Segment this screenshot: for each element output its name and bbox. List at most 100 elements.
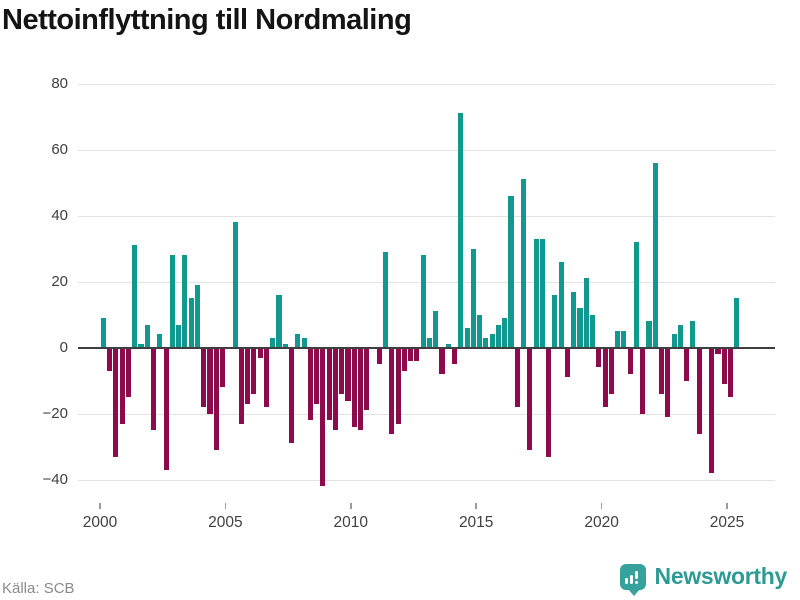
bar-2003-q2 bbox=[182, 255, 188, 348]
bar-2001-q2 bbox=[132, 245, 138, 348]
bar-2012-q3 bbox=[414, 347, 420, 361]
bar-2002-q3 bbox=[163, 347, 169, 470]
bar-2005-q2 bbox=[232, 222, 238, 348]
bar-2001-q3 bbox=[138, 344, 144, 348]
bar-2014-q3 bbox=[464, 327, 470, 348]
bar-2010-q1 bbox=[351, 347, 357, 427]
bar-2002-q2 bbox=[157, 334, 163, 348]
x-axis-tick-label: 2005 bbox=[208, 514, 243, 531]
bar-2016-q1 bbox=[502, 317, 508, 348]
bar-2019-q4 bbox=[596, 347, 602, 368]
x-axis-tick-label: 2020 bbox=[584, 514, 619, 531]
bar-2017-q2 bbox=[533, 238, 539, 348]
bar-2005-q4 bbox=[245, 347, 251, 404]
bar-2020-q2 bbox=[608, 347, 614, 394]
gridline-y-40 bbox=[78, 479, 775, 481]
bar-2021-q1 bbox=[627, 347, 633, 375]
bar-2024-q2 bbox=[709, 347, 715, 474]
bar-2018-q1 bbox=[552, 294, 558, 348]
bar-2007-q4 bbox=[295, 334, 301, 348]
bar-2014-q1 bbox=[452, 347, 458, 365]
bar-2006-q3 bbox=[263, 347, 269, 408]
bar-2012-q1 bbox=[401, 347, 407, 371]
bar-2000-q1 bbox=[100, 317, 106, 348]
bar-2013-q3 bbox=[439, 347, 445, 375]
bar-2015-q2 bbox=[483, 337, 489, 348]
bar-2018-q3 bbox=[564, 347, 571, 378]
brand-footer[interactable]: Newsworthy bbox=[619, 563, 788, 596]
bar-2009-q4 bbox=[345, 347, 351, 401]
bar-2006-q2 bbox=[257, 347, 263, 358]
bar-2011-q4 bbox=[395, 347, 401, 424]
y-axis-tick-label: 40 bbox=[51, 207, 68, 225]
bar-2019-q2 bbox=[583, 278, 589, 348]
bar-2017-q1 bbox=[527, 347, 533, 451]
bar-2014-q4 bbox=[470, 248, 476, 348]
bar-2008-q1 bbox=[301, 337, 307, 348]
gridline-y-20 bbox=[78, 413, 775, 415]
bar-2006-q4 bbox=[270, 337, 276, 348]
bar-2017-q4 bbox=[546, 347, 552, 457]
bar-2023-q2 bbox=[684, 347, 690, 381]
bar-2014-q2 bbox=[458, 113, 464, 348]
bar-2013-q4 bbox=[445, 344, 451, 348]
x-axis-tick-mark bbox=[350, 503, 352, 509]
bar-2021-q4 bbox=[646, 321, 652, 348]
gridline-y20 bbox=[78, 281, 775, 283]
bar-2001-q4 bbox=[144, 324, 150, 348]
x-axis-tick-label: 2000 bbox=[82, 514, 118, 531]
bar-2010-q3 bbox=[364, 347, 370, 411]
bar-2015-q3 bbox=[489, 334, 495, 348]
bar-2024-q3 bbox=[715, 347, 721, 355]
y-axis-tick-label: 0 bbox=[59, 339, 68, 357]
bar-2024-q4 bbox=[721, 347, 727, 384]
y-axis-tick-label: −20 bbox=[42, 405, 68, 423]
bar-2015-q4 bbox=[495, 324, 502, 348]
bar-2025-q1 bbox=[728, 347, 734, 398]
bar-2002-q1 bbox=[150, 347, 157, 431]
x-axis-tick-mark bbox=[475, 503, 477, 509]
bar-2010-q2 bbox=[357, 347, 364, 431]
bar-2000-q2 bbox=[107, 347, 113, 371]
bar-2008-q3 bbox=[314, 347, 320, 404]
bar-2011-q2 bbox=[383, 251, 389, 348]
bar-2004-q1 bbox=[201, 347, 207, 408]
bar-2019-q3 bbox=[590, 314, 596, 348]
bar-2020-q4 bbox=[621, 331, 627, 348]
bar-2023-q3 bbox=[690, 321, 696, 348]
bar-2018-q4 bbox=[571, 291, 577, 348]
gridline-y80 bbox=[78, 83, 775, 85]
chart-title: Nettoinflyttning till Nordmaling bbox=[2, 4, 412, 36]
bar-2000-q3 bbox=[113, 347, 119, 457]
bar-2011-q3 bbox=[389, 347, 395, 434]
y-axis-tick-label: 20 bbox=[51, 273, 68, 291]
newsworthy-logo-icon bbox=[619, 563, 646, 596]
bar-2018-q2 bbox=[558, 261, 564, 348]
bar-2000-q4 bbox=[119, 347, 125, 424]
x-axis-tick-label: 2015 bbox=[458, 514, 494, 531]
bar-2009-q1 bbox=[326, 347, 332, 421]
bar-2025-q2 bbox=[734, 298, 740, 348]
y-axis-tick-label: −40 bbox=[42, 471, 68, 489]
bar-2004-q4 bbox=[219, 347, 226, 388]
bar-2016-q2 bbox=[508, 195, 514, 348]
bar-2021-q2 bbox=[633, 242, 639, 348]
bar-2006-q1 bbox=[251, 347, 257, 394]
brand-name: Newsworthy bbox=[654, 563, 788, 589]
bar-2003-q3 bbox=[188, 298, 194, 348]
bar-2007-q3 bbox=[288, 347, 295, 444]
bar-2001-q1 bbox=[125, 347, 131, 398]
bar-2003-q1 bbox=[176, 324, 182, 348]
bar-2005-q3 bbox=[238, 347, 244, 424]
bar-2013-q1 bbox=[426, 337, 433, 348]
bar-2015-q1 bbox=[477, 314, 483, 348]
bar-2023-q1 bbox=[677, 324, 683, 348]
bar-2008-q4 bbox=[320, 347, 326, 487]
bar-2022-q3 bbox=[665, 347, 671, 418]
bar-2012-q4 bbox=[420, 255, 426, 348]
bar-2016-q4 bbox=[521, 179, 527, 348]
bar-2023-q4 bbox=[696, 347, 702, 434]
x-axis-tick-mark bbox=[99, 503, 101, 509]
